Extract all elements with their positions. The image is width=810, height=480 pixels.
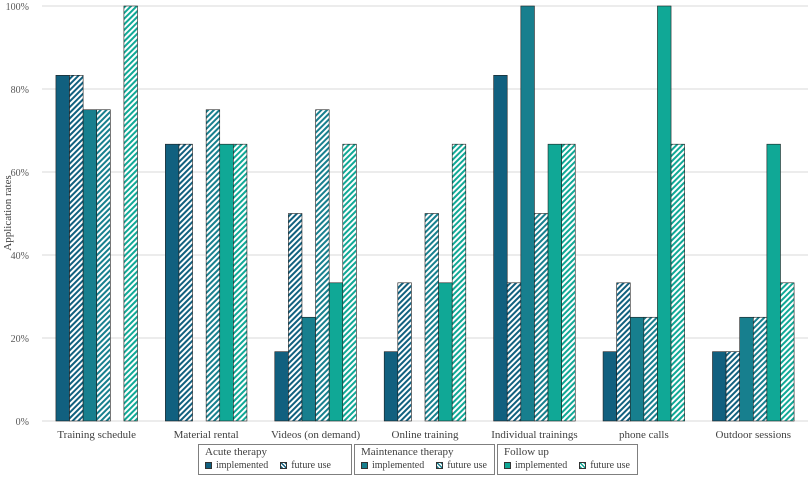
legend-label-future-use: future use — [291, 460, 331, 471]
bar-acute-therapy-future-use — [506, 282, 522, 422]
legend-title: Maintenance therapy — [361, 446, 454, 458]
bar-follow-up-future-use — [780, 282, 795, 422]
bar-acute-therapy-implemented — [383, 351, 399, 422]
bar-acute-therapy-implemented — [493, 75, 508, 422]
bar-acute-therapy-future-use — [725, 351, 740, 422]
bar-follow-up-implemented — [219, 143, 234, 422]
bar-follow-up-future-use — [670, 143, 685, 422]
legend-title: Acute therapy — [205, 446, 267, 458]
bar-follow-up-implemented — [438, 282, 453, 422]
legend-label-implemented: implemented — [515, 460, 568, 471]
bar-follow-up-implemented — [657, 5, 672, 422]
legend-follow-up: Follow up implemented future use — [497, 444, 638, 475]
bar-acute-therapy-implemented — [712, 351, 727, 422]
bar-acute-therapy-future-use — [616, 282, 631, 422]
bar-maintenance-therapy-implemented — [82, 109, 98, 422]
x-category-label: Online training — [392, 429, 459, 441]
x-category-label: Videos (on demand) — [271, 429, 360, 441]
bar-follow-up-implemented — [328, 282, 344, 422]
bar-acute-therapy-implemented — [602, 351, 617, 422]
y-tick-label: 0% — [16, 417, 29, 428]
y-tick-label: 20% — [11, 334, 29, 345]
bar-maintenance-therapy-future-use — [205, 109, 221, 422]
bar-maintenance-therapy-implemented — [520, 5, 535, 422]
bar-maintenance-therapy-future-use — [315, 109, 330, 422]
bar-maintenance-therapy-implemented — [739, 316, 754, 422]
bar-acute-therapy-future-use — [69, 75, 84, 422]
legend-swatch-future-use — [579, 462, 587, 469]
legend-swatch-future-use — [280, 462, 288, 469]
bar-maintenance-therapy-implemented — [629, 316, 645, 422]
bar-maintenance-therapy-future-use — [96, 109, 111, 422]
y-tick-label: 80% — [11, 85, 29, 96]
legend-swatch-implemented — [504, 462, 511, 469]
bar-maintenance-therapy-future-use — [424, 213, 439, 422]
legend-label-future-use: future use — [590, 460, 630, 471]
bar-maintenance-therapy-future-use — [752, 316, 768, 422]
bar-maintenance-therapy-future-use — [643, 316, 658, 422]
x-category-label: Outdoor sessions — [716, 429, 791, 441]
bar-follow-up-future-use — [233, 143, 248, 422]
y-tick-label: 100% — [6, 2, 29, 13]
bar-follow-up-future-use — [561, 143, 576, 422]
bar-acute-therapy-implemented — [165, 143, 180, 422]
legend-label-implemented: implemented — [372, 460, 425, 471]
bar-follow-up-implemented — [766, 143, 781, 422]
bar-acute-therapy-implemented — [55, 75, 70, 422]
bar-acute-therapy-future-use — [288, 213, 303, 422]
bar-follow-up-future-use — [342, 143, 357, 422]
x-category-label: Training schedule — [57, 429, 136, 441]
x-category-label: Material rental — [174, 429, 239, 441]
bar-maintenance-therapy-implemented — [301, 316, 316, 422]
y-tick-label: 40% — [11, 251, 29, 262]
legend-label-implemented: implemented — [216, 460, 269, 471]
x-category-label: phone calls — [619, 429, 669, 441]
bar-follow-up-future-use — [123, 5, 138, 422]
y-axis-label: Application rates — [2, 175, 14, 250]
legend-swatch-future-use — [436, 462, 444, 469]
legend-title: Follow up — [504, 446, 549, 458]
x-category-label: Individual trainings — [491, 429, 577, 441]
legend-maintenance-therapy: Maintenance therapy implemented future u… — [354, 444, 495, 475]
legend-swatch-implemented — [205, 462, 212, 469]
bar-acute-therapy-future-use — [178, 143, 193, 422]
legend-swatch-implemented — [361, 462, 368, 469]
bar-follow-up-future-use — [451, 143, 467, 422]
legend-acute-therapy: Acute therapy implemented future use — [198, 444, 352, 475]
y-tick-label: 60% — [11, 168, 29, 179]
legend-label-future-use: future use — [447, 460, 487, 471]
bar-maintenance-therapy-future-use — [534, 213, 549, 422]
bar-acute-therapy-future-use — [397, 282, 412, 422]
bar-acute-therapy-implemented — [274, 351, 289, 422]
bar-follow-up-implemented — [547, 143, 562, 422]
